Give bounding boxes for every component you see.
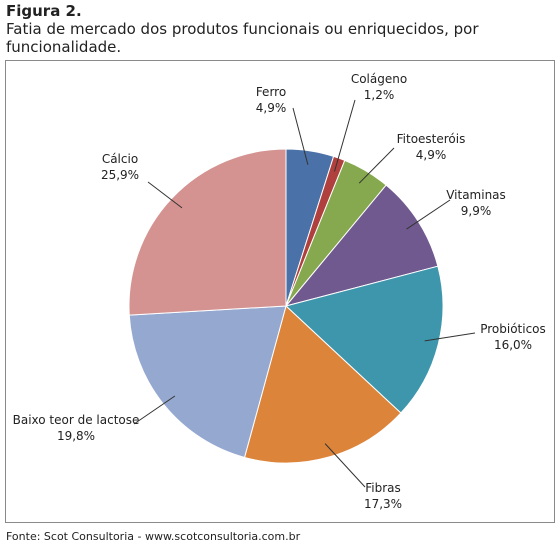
leader-line-2 <box>334 99 356 172</box>
slice-value-6: 17,3% <box>364 497 402 511</box>
slice-label-6: Fibras <box>365 481 401 495</box>
slice-value-5: 16,0% <box>494 338 532 352</box>
figure-number: Figura 2. <box>6 2 82 20</box>
slice-value-3: 4,9% <box>416 148 447 162</box>
leader-line-1 <box>292 107 309 165</box>
slice-value-2: 1,2% <box>364 88 395 102</box>
pie-slice-7 <box>128 305 287 459</box>
slice-label-3: Fitoesteróis <box>397 132 466 146</box>
slice-value-8: 25,9% <box>101 168 139 182</box>
leader-line-7 <box>133 395 176 425</box>
leader-line-4 <box>406 199 451 230</box>
slice-label-7: Baixo teor de lactose <box>13 413 140 427</box>
slice-label-5: Probióticos <box>480 322 546 336</box>
leader-line-6 <box>324 443 366 488</box>
slice-label-1: Ferro <box>256 85 286 99</box>
slice-value-1: 4,9% <box>256 101 287 115</box>
slice-value-4: 9,9% <box>461 204 492 218</box>
pie-slice-6 <box>243 305 402 464</box>
leader-line-3 <box>358 147 395 184</box>
pie-slice-8 <box>128 148 287 316</box>
figure-caption: Fatia de mercado dos produtos funcionais… <box>6 20 479 56</box>
leader-line-8 <box>147 181 183 209</box>
leader-line-5 <box>424 332 476 342</box>
slice-value-7: 19,8% <box>57 429 95 443</box>
pie-slice-5 <box>284 265 444 414</box>
slice-label-4: Vitaminas <box>446 188 506 202</box>
slice-label-8: Cálcio <box>102 152 138 166</box>
slice-label-2: Colágeno <box>351 72 407 86</box>
source-note: Fonte: Scot Consultoria - www.scotconsul… <box>6 530 301 543</box>
